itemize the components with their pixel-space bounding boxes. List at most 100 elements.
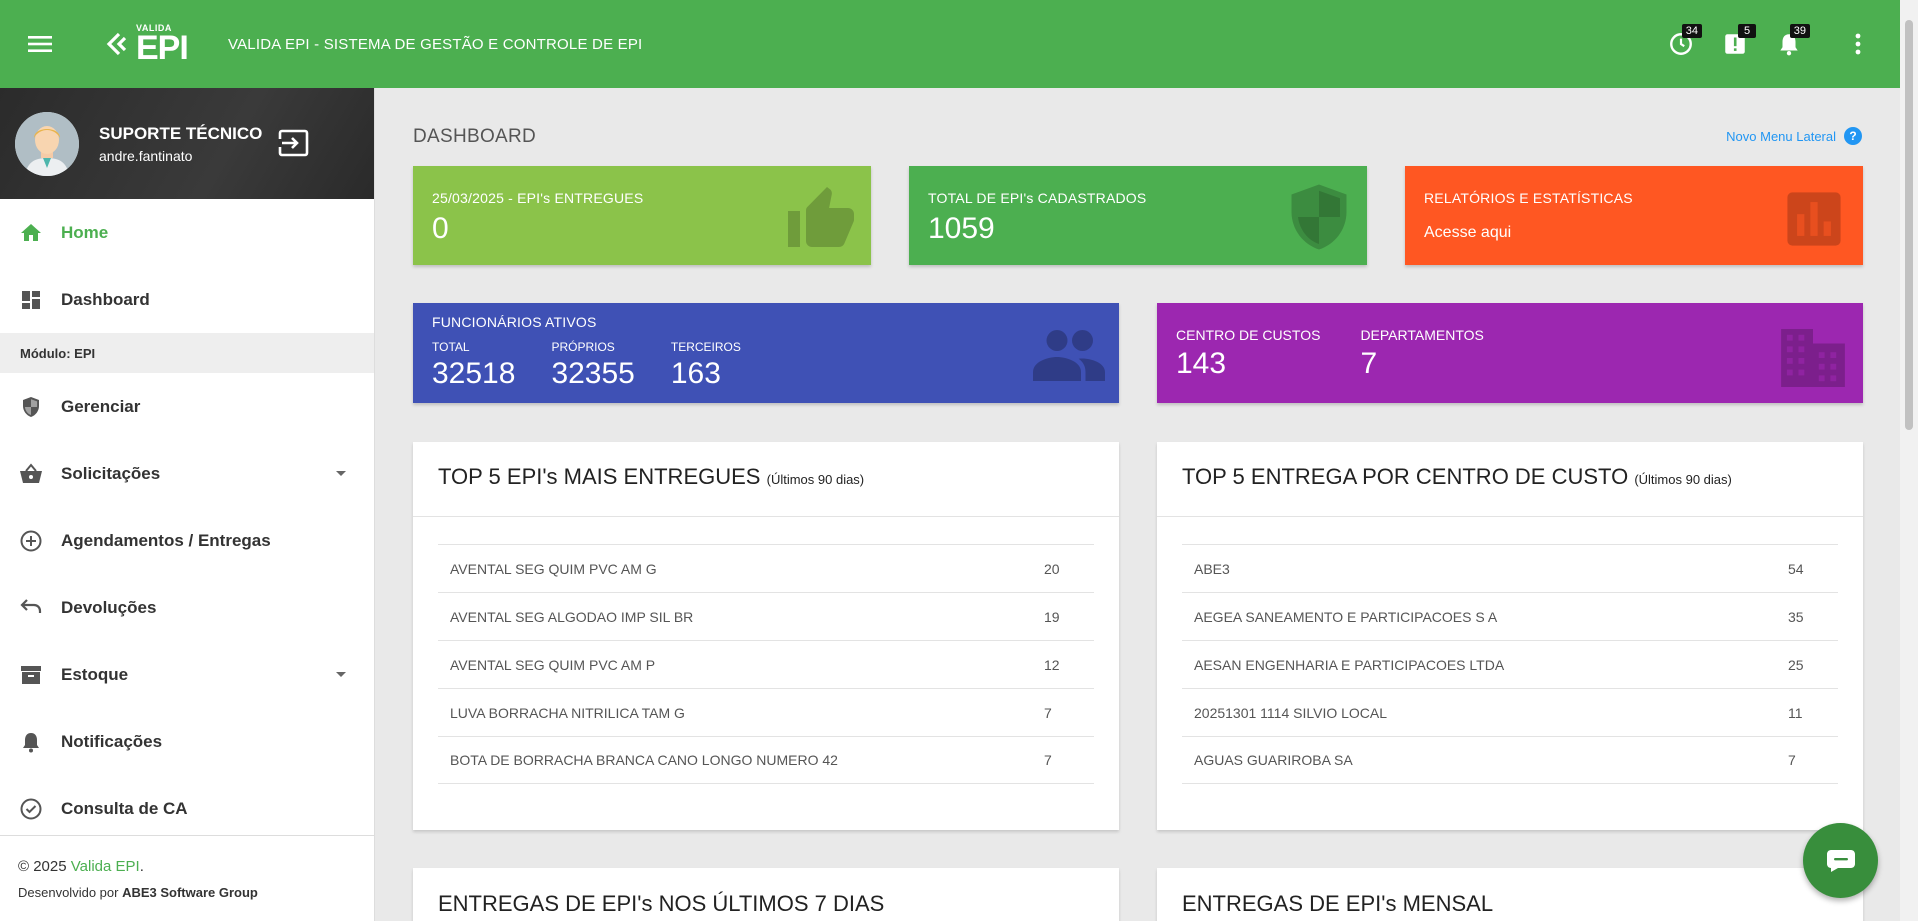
item-name: AVENTAL SEG QUIM PVC AM G xyxy=(450,560,657,577)
history-button[interactable]: 34 xyxy=(1654,0,1708,88)
main-content: DASHBOARD Novo Menu Lateral ? 25/03/2025… xyxy=(376,88,1900,921)
stat-label: TOTAL xyxy=(432,340,470,354)
stat-own: PRÓPRIOS 32355 xyxy=(551,340,634,391)
stat-value: 32518 xyxy=(432,357,516,390)
stat-value: 143 xyxy=(1176,347,1227,380)
sidebar-item-agendamentos[interactable]: Agendamentos / Entregas xyxy=(0,507,374,574)
sidebar-item-label: Dashboard xyxy=(61,289,150,309)
notifications-button[interactable]: 39 xyxy=(1762,0,1816,88)
item-name: 20251301 1114 SILVIO LOCAL xyxy=(1194,704,1388,721)
list-item[interactable]: AVENTAL SEG QUIM PVC AM G 20 xyxy=(438,544,1094,592)
stat-label: PRÓPRIOS xyxy=(551,340,615,354)
undo-icon xyxy=(18,595,44,621)
avatar[interactable] xyxy=(15,111,79,176)
copyright-brand-link[interactable]: Valida EPI xyxy=(70,858,140,875)
menu-button[interactable] xyxy=(0,0,80,88)
new-menu-label: Novo Menu Lateral xyxy=(1726,128,1836,144)
card-reports-link[interactable]: Acesse aqui xyxy=(1424,224,1512,241)
module-label: Módulo: xyxy=(20,345,71,361)
more-vertical-icon xyxy=(1855,33,1861,55)
developer-label: Desenvolvido por xyxy=(18,885,119,900)
sidebar-item-solicitacoes[interactable]: Solicitações xyxy=(0,440,374,507)
logo-mark-icon xyxy=(106,32,127,56)
list-item[interactable]: AVENTAL SEG ALGODAO IMP SIL BR 19 xyxy=(438,592,1094,640)
card-epis-registered[interactable]: TOTAL DE EPI's CADASTRADOS 1059 xyxy=(909,166,1367,265)
app-logo[interactable]: VALIDA EPI xyxy=(106,23,220,65)
chat-button[interactable] xyxy=(1803,823,1878,898)
stat-value: 32355 xyxy=(551,357,635,390)
shield-icon xyxy=(18,394,44,420)
module-name: EPI xyxy=(74,345,96,361)
top-app-bar: VALIDA EPI VALIDA EPI - SISTEMA DE GESTÃ… xyxy=(0,0,1900,88)
sidebar-footer: © 2025 Valida EPI. Desenvolvido por ABE3… xyxy=(0,835,374,921)
card-epis-delivered[interactable]: 25/03/2025 - EPI's ENTREGUES 0 xyxy=(413,166,871,265)
copyright-year: © 2025 xyxy=(18,858,67,875)
stat-label: DEPARTAMENTOS xyxy=(1360,327,1484,343)
sidebar-item-estoque[interactable]: Estoque xyxy=(0,641,374,708)
item-name: AESAN ENGENHARIA E PARTICIPACOES LTDA xyxy=(1194,656,1505,673)
sidebar: SUPORTE TÉCNICO andre.fantinato Home Das… xyxy=(0,88,375,921)
building-icon xyxy=(1781,329,1845,387)
list-item[interactable]: AGUAS GUARIROBA SA 7 xyxy=(1182,736,1838,784)
list-item[interactable]: AEGEA SANEAMENTO E PARTICIPACOES S A 35 xyxy=(1182,592,1838,640)
logout-icon[interactable] xyxy=(278,128,310,158)
card-reports[interactable]: RELATÓRIOS E ESTATÍSTICAS Acesse aqui xyxy=(1405,166,1863,265)
panel-title-text: TOP 5 ENTREGA POR CENTRO DE CUSTO xyxy=(1182,464,1629,489)
item-value: 12 xyxy=(1044,656,1060,673)
module-header: Módulo: EPI xyxy=(0,333,374,373)
item-value: 7 xyxy=(1044,704,1052,721)
sidebar-item-label: Estoque xyxy=(61,664,129,684)
item-name: ABE3 xyxy=(1194,560,1230,577)
sidebar-item-devolucoes[interactable]: Devoluções xyxy=(0,574,374,641)
page-scrollbar[interactable] xyxy=(1900,0,1918,921)
stat-label: CENTRO DE CUSTOS xyxy=(1176,327,1321,343)
item-name: AVENTAL SEG ALGODAO IMP SIL BR xyxy=(450,608,694,625)
card-title: TOTAL DE EPI's CADASTRADOS xyxy=(928,190,1147,206)
item-value: 7 xyxy=(1788,752,1796,768)
monthly-panel: ENTREGAS DE EPI's MENSAL xyxy=(1157,868,1863,921)
stat-value: 7 xyxy=(1360,347,1378,380)
list-item[interactable]: AESAN ENGENHARIA E PARTICIPACOES LTDA 25 xyxy=(1182,640,1838,688)
sidebar-item-label: Agendamentos / Entregas xyxy=(61,530,271,550)
item-value: 7 xyxy=(1044,752,1052,768)
new-menu-link[interactable]: Novo Menu Lateral ? xyxy=(1726,127,1862,145)
history-icon xyxy=(1670,33,1692,55)
item-value: 35 xyxy=(1788,608,1804,625)
sidebar-item-dashboard[interactable]: Dashboard xyxy=(0,266,374,333)
more-options-button[interactable] xyxy=(1816,0,1900,88)
list-item[interactable]: AVENTAL SEG QUIM PVC AM P 12 xyxy=(438,640,1094,688)
list-item[interactable]: BOTA DE BORRACHA BRANCA CANO LONGO NUMER… xyxy=(438,736,1094,784)
list-item[interactable]: 20251301 1114 SILVIO LOCAL 11 xyxy=(1182,688,1838,736)
panel-title: TOP 5 EPI's MAIS ENTREGUES (Últimos 90 d… xyxy=(413,442,1119,517)
card-cost-centers[interactable]: CENTRO DE CUSTOS 143 DEPARTAMENTOS 7 xyxy=(1157,303,1863,403)
sidebar-item-home[interactable]: Home xyxy=(0,199,374,266)
scrollbar-thumb[interactable] xyxy=(1905,20,1913,430)
user-avatar-icon xyxy=(15,111,79,176)
sidebar-item-label: Gerenciar xyxy=(61,396,141,416)
sidebar-item-gerenciar[interactable]: Gerenciar xyxy=(0,373,374,440)
history-badge: 34 xyxy=(1681,24,1702,38)
dashboard-icon xyxy=(18,287,44,313)
sidebar-item-label: Home xyxy=(61,222,109,242)
people-icon xyxy=(1033,330,1105,381)
alerts-button[interactable]: 5 xyxy=(1708,0,1762,88)
card-value: 0 xyxy=(432,212,449,245)
thumb-up-icon xyxy=(788,187,854,247)
stat-third: TERCEIROS 163 xyxy=(671,340,741,391)
alert-icon xyxy=(1725,34,1745,54)
chevron-down-icon xyxy=(336,672,346,677)
sidebar-item-consulta-ca[interactable]: Consulta de CA xyxy=(0,775,374,842)
chat-icon xyxy=(1826,849,1855,872)
check-circle-icon xyxy=(18,796,44,822)
top-epis-panel: TOP 5 EPI's MAIS ENTREGUES (Últimos 90 d… xyxy=(413,442,1119,830)
copyright-dot: . xyxy=(139,858,144,875)
sidebar-item-notificacoes[interactable]: Notificações xyxy=(0,708,374,775)
list-item[interactable]: ABE3 54 xyxy=(1182,544,1838,592)
list-item[interactable]: LUVA BORRACHA NITRILICA TAM G 7 xyxy=(438,688,1094,736)
item-name: AEGEA SANEAMENTO E PARTICIPACOES S A xyxy=(1194,608,1498,625)
help-icon[interactable]: ? xyxy=(1844,127,1862,145)
card-active-employees[interactable]: FUNCIONÁRIOS ATIVOS TOTAL 32518 PRÓPRIOS… xyxy=(413,303,1119,403)
top-epis-list: AVENTAL SEG QUIM PVC AM G 20 AVENTAL SEG … xyxy=(438,544,1094,784)
stat-cost-centers: CENTRO DE CUSTOS 143 xyxy=(1176,327,1320,381)
top-cost-centers-panel: TOP 5 ENTREGA POR CENTRO DE CUSTO (Últim… xyxy=(1157,442,1863,830)
